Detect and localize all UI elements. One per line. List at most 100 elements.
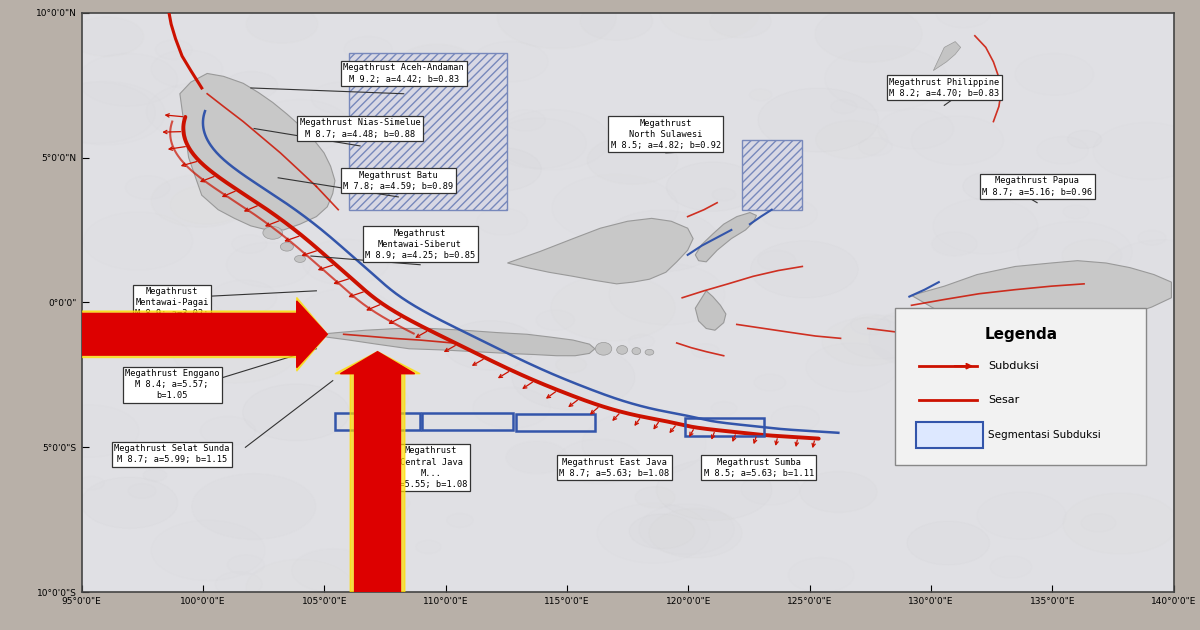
Circle shape <box>660 0 758 40</box>
Ellipse shape <box>595 342 612 355</box>
Circle shape <box>242 384 349 440</box>
Circle shape <box>964 403 1001 422</box>
Circle shape <box>840 315 923 359</box>
Circle shape <box>761 199 817 229</box>
Circle shape <box>342 242 374 259</box>
Circle shape <box>740 375 809 411</box>
Circle shape <box>551 116 666 177</box>
Circle shape <box>869 307 984 369</box>
Text: Megathrust Sumba
M 8.5; a=5.63; b=1.11: Megathrust Sumba M 8.5; a=5.63; b=1.11 <box>703 457 814 478</box>
Text: Megathrust Batu
M 7.8; a=4.59; b=0.89: Megathrust Batu M 7.8; a=4.59; b=0.89 <box>343 171 454 191</box>
Circle shape <box>497 0 617 49</box>
Circle shape <box>570 422 628 453</box>
Text: Megathrust East Java
M 8.7; a=5.63; b=1.08: Megathrust East Java M 8.7; a=5.63; b=1.… <box>559 457 670 478</box>
Bar <box>349 53 508 210</box>
FancyArrow shape <box>341 352 415 592</box>
Circle shape <box>212 146 312 198</box>
Circle shape <box>851 314 890 335</box>
Circle shape <box>859 138 893 156</box>
Circle shape <box>1054 298 1111 329</box>
Circle shape <box>70 17 144 57</box>
Circle shape <box>473 387 550 428</box>
Text: Megathrust Selat Sunda
M 8.7; a=5.99; b=1.15: Megathrust Selat Sunda M 8.7; a=5.99; b=… <box>114 444 230 464</box>
Circle shape <box>444 321 536 370</box>
Circle shape <box>629 335 654 348</box>
Text: Subduksi: Subduksi <box>988 361 1039 371</box>
Circle shape <box>758 88 878 152</box>
Circle shape <box>822 318 912 366</box>
Circle shape <box>170 185 244 224</box>
Circle shape <box>200 304 247 329</box>
Circle shape <box>707 287 811 343</box>
Circle shape <box>1141 130 1196 159</box>
Polygon shape <box>934 42 961 71</box>
Circle shape <box>622 113 678 144</box>
Ellipse shape <box>294 255 306 263</box>
Circle shape <box>878 109 954 149</box>
FancyBboxPatch shape <box>916 422 983 448</box>
Circle shape <box>224 71 277 100</box>
Text: Megathrust Enggano
M 8.4; a=5.57;
b=1.05: Megathrust Enggano M 8.4; a=5.57; b=1.05 <box>125 369 220 400</box>
Circle shape <box>246 559 354 617</box>
Circle shape <box>788 558 854 592</box>
Circle shape <box>1064 106 1136 146</box>
Circle shape <box>205 465 293 512</box>
Circle shape <box>228 555 264 575</box>
Circle shape <box>876 202 958 246</box>
Ellipse shape <box>263 226 282 239</box>
Polygon shape <box>695 212 756 262</box>
Circle shape <box>902 220 1010 277</box>
Circle shape <box>656 459 772 520</box>
Bar <box>743 140 803 210</box>
Circle shape <box>41 405 139 457</box>
Circle shape <box>1067 318 1122 347</box>
Circle shape <box>815 6 923 62</box>
Circle shape <box>757 251 796 270</box>
Circle shape <box>128 484 156 498</box>
Circle shape <box>1050 556 1133 600</box>
Circle shape <box>95 443 132 462</box>
Circle shape <box>602 210 720 272</box>
Circle shape <box>751 241 858 298</box>
Circle shape <box>540 340 670 408</box>
Text: Megathrust
North Sulawesi
M 8.5; a=4.82; b=0.92: Megathrust North Sulawesi M 8.5; a=4.82;… <box>611 118 721 150</box>
Circle shape <box>580 2 653 40</box>
Circle shape <box>629 514 695 549</box>
Circle shape <box>793 207 824 224</box>
Circle shape <box>1063 493 1177 554</box>
Circle shape <box>460 147 541 191</box>
Text: Megathrust
Central Java
M...
a=5.55; b=1.08: Megathrust Central Java M... a=5.55; b=1… <box>395 447 468 489</box>
Circle shape <box>257 527 316 559</box>
Circle shape <box>556 357 587 373</box>
FancyArrow shape <box>82 301 328 367</box>
Circle shape <box>907 521 990 565</box>
Circle shape <box>953 185 1063 243</box>
Polygon shape <box>912 261 1171 324</box>
Circle shape <box>800 471 877 512</box>
Text: Megathrust Nias-Simelue
M 8.7; a=4.48; b=0.88: Megathrust Nias-Simelue M 8.7; a=4.48; b… <box>300 118 420 139</box>
Circle shape <box>666 162 760 211</box>
Text: Segmentasi Subduksi: Segmentasi Subduksi <box>988 430 1100 440</box>
Circle shape <box>397 44 476 86</box>
Circle shape <box>151 175 251 227</box>
Circle shape <box>425 500 458 517</box>
Polygon shape <box>319 328 595 356</box>
Circle shape <box>1114 8 1168 36</box>
Text: Sesar: Sesar <box>988 395 1019 404</box>
Circle shape <box>649 508 742 558</box>
Ellipse shape <box>617 346 628 354</box>
Circle shape <box>1068 130 1102 148</box>
Circle shape <box>962 171 1019 201</box>
Circle shape <box>557 439 642 484</box>
FancyArrow shape <box>335 352 420 592</box>
Circle shape <box>816 120 888 159</box>
Circle shape <box>446 513 473 527</box>
Ellipse shape <box>281 243 294 251</box>
Polygon shape <box>180 74 335 230</box>
Circle shape <box>635 487 674 508</box>
Circle shape <box>901 319 974 358</box>
Circle shape <box>374 154 419 178</box>
Circle shape <box>82 477 178 529</box>
Circle shape <box>553 436 601 461</box>
Circle shape <box>587 136 678 185</box>
